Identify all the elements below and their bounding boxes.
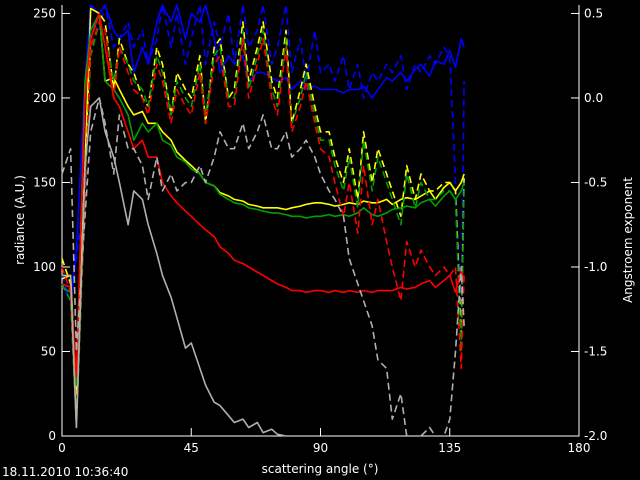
x-tick-label: 45 <box>184 441 199 455</box>
y-right-tick-label: -0.5 <box>584 175 607 189</box>
y-axis-right-title: Angstroem exponent <box>621 177 635 303</box>
series-line-3-angstroem <box>61 12 465 420</box>
y-left-tick-label: 0 <box>48 429 56 443</box>
x-axis-title: scattering angle (°) <box>262 462 379 476</box>
y-right-tick-label: -2.0 <box>584 429 607 443</box>
y-left-tick-label: 50 <box>41 344 56 358</box>
series-line-7-angstroem <box>61 21 465 420</box>
y-right-tick-label: 0.0 <box>584 91 603 105</box>
series-line-5-angstroem <box>61 21 465 429</box>
series-line-1-angstroem <box>61 4 465 319</box>
y-left-tick-label: 200 <box>33 91 56 105</box>
timestamp: 18.11.2010 10:36:40 <box>2 465 129 479</box>
series-line-9-angstroem <box>61 97 465 437</box>
series-line-4-radiance <box>61 12 465 387</box>
x-tick-label: 90 <box>313 441 328 455</box>
y-axis-left-title: radiance (A.U.) <box>13 175 27 265</box>
y-right-tick-label: -1.0 <box>584 260 607 274</box>
x-tick-label: 180 <box>568 441 591 455</box>
x-tick-label: 0 <box>58 441 66 455</box>
y-left-tick-label: 150 <box>33 175 56 189</box>
y-right-tick-label: -1.5 <box>584 344 607 358</box>
y-right-tick-label: 0.5 <box>584 6 603 20</box>
y-left-tick-label: 100 <box>33 260 56 274</box>
series-line-6-radiance <box>61 12 465 378</box>
axes: 0 45 90 135 180 0 50 100 150 200 250 -2.0 -1.5 -1.0 -0… <box>33 5 607 455</box>
x-tick-label: 135 <box>438 441 461 455</box>
y-left-tick-label: 250 <box>33 6 56 20</box>
labels-group: scattering angle (°) radiance (A.U.) Ang… <box>13 175 635 476</box>
series-line-8-radiance <box>62 97 287 437</box>
series-group <box>61 4 465 437</box>
